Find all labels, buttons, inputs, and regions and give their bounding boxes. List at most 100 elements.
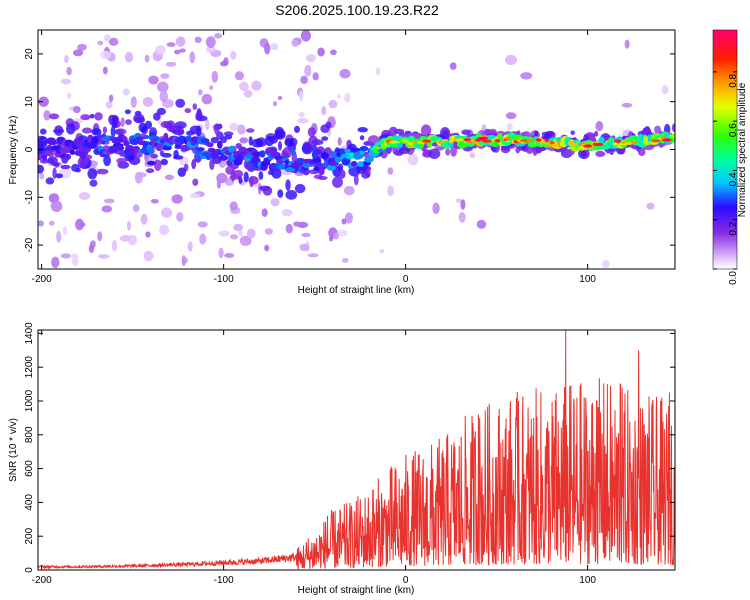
- heatmap-cell: [189, 125, 201, 135]
- heatmap-cell: [51, 256, 60, 268]
- heatmap-cell: [361, 171, 371, 179]
- heatmap-cell: [69, 149, 75, 155]
- heatmap-cell: [432, 202, 440, 215]
- heatmap-cell: [156, 107, 166, 116]
- heatmap-cell: [78, 192, 91, 200]
- heatmap-cell: [318, 168, 325, 176]
- heatmap-cell: [155, 143, 163, 152]
- heatmap-cell: [344, 92, 351, 103]
- heatmap-cell: [339, 68, 351, 79]
- heatmap-cell: [229, 234, 239, 240]
- heatmap-cell: [311, 150, 318, 159]
- heatmap-cell: [50, 200, 63, 212]
- heatmap-cell: [177, 167, 186, 177]
- heatmap-cell: [48, 140, 58, 145]
- heatmap-cell: [353, 173, 359, 186]
- heatmap-cell: [229, 122, 239, 132]
- heatmap-cell: [218, 247, 224, 259]
- heatmap-cell: [460, 199, 466, 210]
- heatmap-cell: [115, 145, 125, 151]
- heatmap-cell: [455, 138, 464, 142]
- y-tick-label: 0: [24, 567, 35, 573]
- heatmap-cell: [217, 140, 223, 149]
- heatmap-cell: [350, 160, 358, 167]
- heatmap-cell: [612, 142, 618, 146]
- snr-y-label: SNR (10 * v/v): [8, 418, 19, 482]
- heatmap-cell: [549, 141, 555, 145]
- heatmap-cell: [60, 253, 71, 259]
- heatmap-cell: [88, 244, 94, 254]
- heatmap-cell: [481, 139, 492, 143]
- heatmap-cell: [176, 212, 184, 222]
- heatmap-cell: [97, 231, 103, 242]
- heatmap-cell: [243, 89, 253, 98]
- heatmap-cell: [455, 198, 462, 204]
- heatmap-cell: [326, 164, 336, 171]
- heatmap-cell: [308, 135, 319, 147]
- heatmap-cell: [646, 202, 655, 210]
- heatmap-cell: [144, 120, 153, 130]
- heatmap-cell: [469, 152, 476, 159]
- heatmap-cell: [277, 189, 284, 198]
- heatmap-cell: [145, 168, 155, 174]
- heatmap-cell: [181, 255, 186, 267]
- heatmap-cell: [195, 111, 203, 121]
- heatmap-cell: [72, 49, 84, 57]
- heatmap-cell: [387, 167, 394, 175]
- heatmap-cell: [245, 153, 253, 159]
- heatmap-cell: [570, 130, 575, 135]
- heatmap-cell: [261, 208, 268, 217]
- y-tick-label: 200: [24, 527, 35, 544]
- y-tick-label: 0: [24, 146, 35, 152]
- heatmap-cell: [55, 173, 63, 179]
- x-tick-label: 0: [403, 274, 409, 285]
- heatmap-cell: [62, 226, 68, 236]
- heatmap-cell: [348, 165, 361, 177]
- heatmap-cell: [132, 204, 140, 213]
- y-tick-label: -10: [24, 190, 35, 205]
- heatmap-cell: [251, 80, 262, 91]
- heatmap-cell: [102, 66, 108, 75]
- heatmap-cell: [580, 151, 588, 158]
- heatmap-cell: [494, 139, 501, 143]
- heatmap-cell: [115, 128, 127, 135]
- heatmap-cell: [39, 159, 50, 164]
- heatmap-cell: [179, 48, 186, 53]
- heatmap-cell: [204, 118, 210, 131]
- heatmap-cell: [246, 228, 256, 239]
- heatmap-cell: [194, 36, 202, 43]
- heatmap-cell: [488, 128, 497, 135]
- heatmap-cell: [661, 85, 669, 95]
- colorbar-strip: [712, 29, 738, 270]
- heatmap-cell: [108, 145, 119, 153]
- heatmap-cell: [189, 51, 196, 64]
- colorbar: 0.0 0.2 0.4 0.6 0.8 Normalized spectral ampl…: [712, 29, 748, 285]
- heatmap-cell: [300, 75, 308, 85]
- heatmap-cell: [338, 148, 347, 155]
- heatmap-cell: [312, 158, 321, 163]
- heatmap-cell: [332, 176, 343, 188]
- y-tick-label: 1400: [24, 322, 35, 345]
- x-tick-label: -100: [214, 575, 234, 586]
- y-tick-label: -20: [24, 237, 35, 252]
- heatmap-cell: [224, 253, 235, 258]
- heatmap-cell: [251, 138, 264, 148]
- heatmap-cell: [330, 49, 337, 56]
- heatmap-cell: [49, 220, 55, 226]
- heatmap-cell: [238, 176, 243, 184]
- heatmap-cell: [77, 43, 87, 51]
- heatmap-cell: [428, 148, 441, 159]
- heatmap-cell: [192, 103, 198, 110]
- heatmap-cell: [291, 39, 299, 47]
- heatmap-cell: [71, 256, 79, 267]
- heatmap-cell: [595, 150, 606, 157]
- heatmap-cell: [304, 64, 312, 77]
- heatmap-cell: [171, 194, 183, 204]
- heatmap-cell: [297, 158, 304, 164]
- y-tick-label: 10: [24, 96, 35, 108]
- heatmap-cell: [135, 136, 144, 141]
- heatmap-cell: [142, 96, 154, 107]
- heatmap-cell: [285, 223, 293, 234]
- heatmap-cell: [94, 112, 103, 121]
